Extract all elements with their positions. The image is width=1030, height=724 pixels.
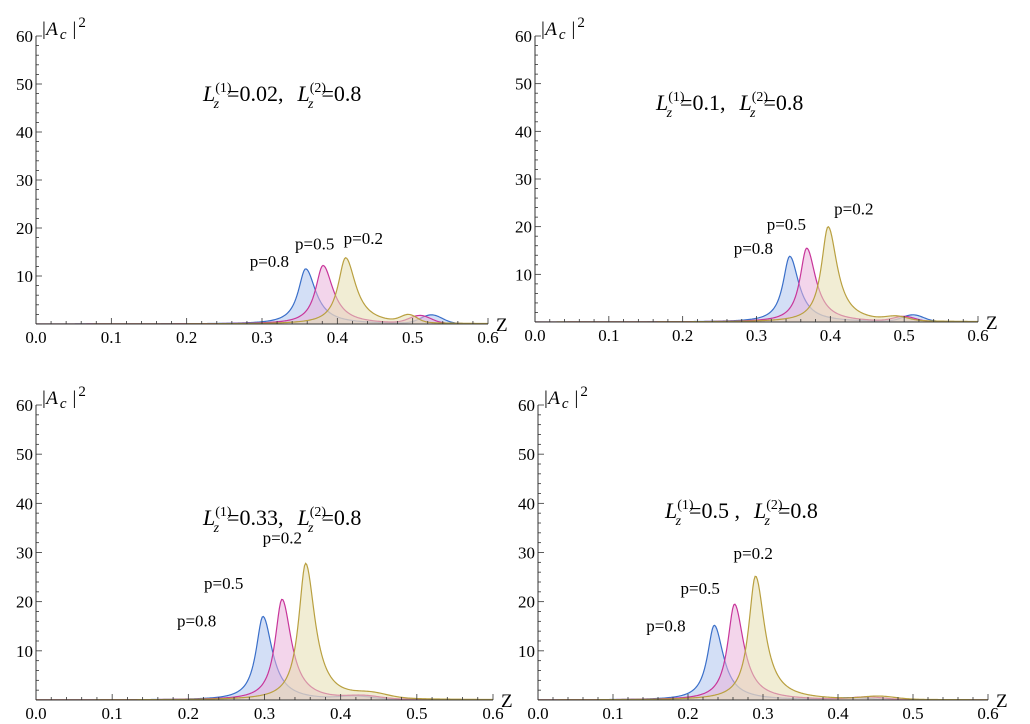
x-tick-label: 0.2 [178,704,199,723]
series-area-1 [36,616,493,700]
y-tick-label: 20 [515,218,532,237]
parameter-annotation: L(1) z =0.1, L(2) z =0.8 [655,90,803,121]
x-tick-label: 0.0 [527,704,548,723]
y-tick-label: 60 [515,27,532,46]
y-tick-label: 60 [16,396,33,415]
x-tick-label: 0.6 [977,704,998,723]
series-label-1: p=0.8 [734,239,773,258]
x-tick-label: 0.6 [482,704,503,723]
y-tick-label: 20 [16,219,33,238]
x-tick-label: 0.5 [902,704,923,723]
series-area-2 [535,248,978,322]
chart-panel-4: p=0.8 p=0.5 p=0.2 0.0 0.1 0.2 0.3 0.4 0.5 0.6 10 20… [518,384,1008,723]
x-tick-label: 0.3 [746,326,767,345]
y-tick-label: 10 [515,265,532,284]
x-tick-label: 0.0 [25,704,46,723]
y-axis-label: |A c | 2 [543,384,588,412]
x-tick-label: 0.2 [672,326,693,345]
parameter-annotation: L(1) z =0.33, L(2) z =0.8 [202,505,361,536]
x-tick-label: 0.4 [820,326,842,345]
y-tick-label: 20 [518,593,535,612]
x-tick-label: 0.5 [402,328,423,347]
x-tick-label: 0.0 [524,326,545,345]
y-tick-label: 30 [515,170,532,189]
y-axis-label: |A c | 2 [41,384,86,412]
x-tick-label: 0.4 [330,704,352,723]
y-tick-label: 50 [16,75,33,94]
y-tick-label: 40 [16,123,33,142]
x-axis-label: Z [996,691,1008,712]
y-tick-label: 30 [16,544,33,563]
series-label-1: p=0.8 [177,611,216,630]
series-line-1 [535,255,978,323]
y-tick-label: 40 [518,494,535,513]
x-tick-label: 0.1 [102,704,123,723]
x-tick-label: 0.2 [677,704,698,723]
y-tick-label: 10 [518,642,535,661]
y-tick-label: 60 [518,396,535,415]
series-label-2: p=0.5 [767,215,806,234]
x-tick-label: 0.6 [967,326,988,345]
series-label-3: p=0.2 [263,528,302,547]
y-tick-label: 40 [16,494,33,513]
y-tick-label: 10 [16,642,33,661]
y-tick-label: 10 [16,267,33,286]
y-tick-label: 30 [518,544,535,563]
x-tick-label: 0.5 [406,704,427,723]
series-label-3: p=0.2 [834,200,873,219]
series-label-2: p=0.5 [295,234,334,253]
parameter-annotation: L(1) z =0.02, L(2) z =0.8 [202,81,361,112]
y-axis-label: |A c | 2 [540,15,585,43]
x-tick-label: 0.3 [254,704,275,723]
x-tick-label: 0.1 [101,328,122,347]
series-area-3 [538,576,988,700]
x-tick-label: 0.1 [598,326,619,345]
series-label-2: p=0.5 [204,574,243,593]
x-tick-label: 0.3 [251,328,272,347]
x-tick-label: 0.2 [176,328,197,347]
chart-panel-1: p=0.8 p=0.5 p=0.2 0.0 0.1 0.2 0.3 0.4 0.5 0.6 10 20… [16,15,508,347]
series-area-1 [535,256,978,322]
series-label-3: p=0.2 [344,229,383,248]
x-tick-label: 0.4 [327,328,349,347]
series-label-2: p=0.5 [681,579,720,598]
x-tick-label: 0.4 [827,704,849,723]
series-label-1: p=0.8 [250,252,289,271]
y-tick-label: 20 [16,593,33,612]
chart-panel-3: p=0.8 p=0.5 p=0.2 0.0 0.1 0.2 0.3 0.4 0.5 0.6 10 20… [16,384,513,723]
x-axis-label: Z [986,313,998,334]
chart-panel-2: p=0.8 p=0.5 p=0.2 0.0 0.1 0.2 0.3 0.4 0.5 0.6 10 20… [515,15,998,345]
series-line-2 [36,264,488,325]
x-axis-label: Z [496,315,508,336]
y-tick-label: 40 [515,122,532,141]
y-tick-label: 50 [518,445,535,464]
series-line-2 [535,247,979,323]
x-tick-label: 0.5 [894,326,915,345]
y-axis-label: |A c | 2 [41,15,86,43]
x-tick-label: 0.6 [477,328,498,347]
series-label-3: p=0.2 [734,544,773,563]
y-tick-label: 50 [515,75,532,94]
y-tick-label: 60 [16,27,33,46]
y-tick-label: 30 [16,171,33,190]
parameter-annotation: L(1) z =0.5 , L(2) z =0.8 [664,498,818,529]
x-tick-label: 0.3 [752,704,773,723]
x-tick-label: 0.1 [602,704,623,723]
x-tick-label: 0.0 [25,328,46,347]
x-axis-label: Z [501,691,513,712]
y-tick-label: 50 [16,445,33,464]
series-label-1: p=0.8 [646,616,685,635]
